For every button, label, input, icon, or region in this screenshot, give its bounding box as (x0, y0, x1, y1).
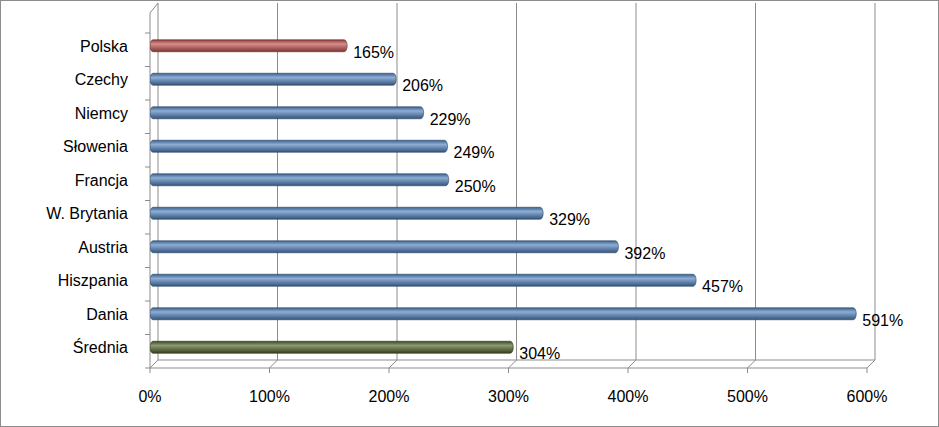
category-label: Słowenia (63, 138, 128, 155)
data-label: 206% (402, 77, 443, 94)
data-label: 249% (454, 144, 495, 161)
category-tick (145, 200, 150, 201)
chart-frame (1, 1, 939, 427)
chart-svg: 0% 100% 200% 300% 400% 500% 600% Polska 165% Czec… (0, 0, 939, 427)
tick-mark (269, 368, 270, 373)
tick-mark (867, 368, 868, 373)
bar (150, 308, 856, 320)
category-tick (145, 33, 150, 34)
category-tick (145, 167, 150, 168)
tick-label: 100% (249, 388, 290, 405)
category-label: W. Brytania (46, 205, 128, 222)
data-label: 392% (624, 245, 665, 262)
tick-label: 200% (369, 388, 410, 405)
category-label: Austria (78, 239, 128, 256)
bar (150, 73, 396, 85)
tick-mark (628, 368, 629, 373)
data-label: 591% (862, 312, 903, 329)
category-tick (145, 100, 150, 101)
bar (150, 174, 449, 186)
category-label: Dania (86, 306, 128, 323)
data-label: 304% (519, 345, 560, 362)
category-tick (145, 301, 150, 302)
tick-mark (747, 368, 748, 373)
category-label: Czechy (75, 71, 128, 88)
category-tick (145, 334, 150, 335)
data-label: 165% (353, 44, 394, 61)
tick-label: 400% (608, 388, 649, 405)
tick-mark (508, 368, 509, 373)
tick-label: 300% (488, 388, 529, 405)
category-tick (145, 368, 150, 369)
bar (150, 341, 513, 353)
bar (150, 107, 424, 119)
category-tick (145, 133, 150, 134)
bars (150, 40, 856, 354)
category-label: Polska (80, 38, 128, 55)
data-label: 329% (549, 211, 590, 228)
category-tick (145, 66, 150, 67)
bar (150, 207, 543, 219)
bar (150, 140, 448, 152)
tick-mark (150, 368, 151, 373)
data-label: 457% (702, 278, 743, 295)
category-label: Średnia (73, 338, 128, 356)
bar (150, 274, 696, 286)
grid (145, 3, 875, 368)
labels: Polska 165% Czechy 206% Niemcy 229% Słowenia 24… (46, 38, 903, 363)
tick-label: 500% (727, 388, 768, 405)
tick-label: 0% (138, 388, 161, 405)
chart-container: 0% 100% 200% 300% 400% 500% 600% Polska 165% Czec… (0, 0, 939, 427)
tick-mark (389, 368, 390, 373)
category-label: Niemcy (75, 105, 128, 122)
category-label: Francja (75, 172, 128, 189)
category-tick (145, 234, 150, 235)
data-label: 250% (455, 178, 496, 195)
bar (150, 40, 347, 52)
category-tick (145, 267, 150, 268)
data-label: 229% (430, 111, 471, 128)
x-axis: 0% 100% 200% 300% 400% 500% 600% (138, 368, 887, 405)
bar (150, 241, 618, 253)
category-label: Hiszpania (58, 272, 128, 289)
tick-label: 600% (847, 388, 888, 405)
